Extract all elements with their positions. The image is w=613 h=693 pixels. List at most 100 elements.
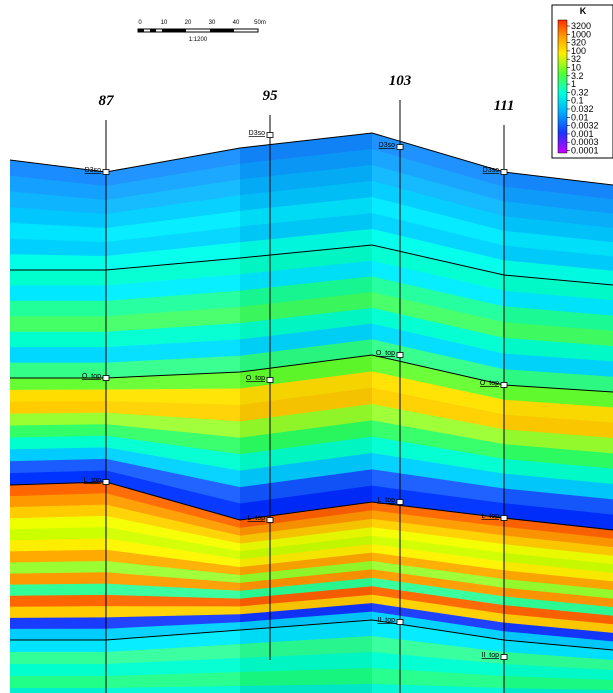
layer bbox=[372, 453, 504, 489]
layer bbox=[240, 652, 372, 673]
layer bbox=[10, 470, 106, 486]
layer bbox=[240, 181, 372, 212]
marker-label: L_top bbox=[247, 515, 265, 522]
layer bbox=[504, 216, 613, 243]
marker-label: O_top bbox=[246, 375, 265, 382]
layer bbox=[106, 594, 240, 607]
layer bbox=[504, 552, 613, 574]
layer bbox=[372, 165, 504, 217]
layer bbox=[372, 510, 504, 536]
well-name: 95 bbox=[263, 88, 279, 104]
legend-label: 10 bbox=[571, 63, 581, 73]
layer bbox=[504, 275, 613, 301]
layer bbox=[10, 238, 106, 257]
layer bbox=[106, 355, 240, 379]
layer bbox=[372, 355, 504, 401]
layer bbox=[106, 686, 240, 693]
layer bbox=[372, 245, 504, 292]
marker-label: O_top bbox=[82, 373, 101, 380]
layer bbox=[10, 362, 106, 379]
marker-label: L_top bbox=[377, 497, 395, 504]
layer bbox=[240, 371, 372, 406]
layer bbox=[372, 149, 504, 202]
well-marker bbox=[102, 169, 110, 175]
layer bbox=[10, 617, 106, 630]
layer bbox=[240, 387, 372, 422]
marker-label: O_top bbox=[376, 350, 395, 357]
layer bbox=[372, 544, 504, 571]
layer bbox=[240, 339, 372, 373]
legend-label: 0.1 bbox=[571, 96, 584, 106]
layer bbox=[372, 611, 504, 641]
scale-tick-label: 30 bbox=[209, 20, 216, 26]
layer bbox=[504, 544, 613, 565]
well-name: 111 bbox=[494, 98, 515, 114]
layer bbox=[10, 447, 106, 462]
layer bbox=[504, 230, 613, 257]
layer bbox=[372, 518, 504, 545]
layer bbox=[106, 482, 240, 529]
layer bbox=[504, 605, 613, 625]
layer bbox=[240, 133, 372, 165]
well-marker bbox=[396, 352, 404, 358]
horizon-line bbox=[10, 354, 613, 393]
legend-label: 1 bbox=[571, 79, 576, 89]
layer bbox=[240, 611, 372, 631]
layer bbox=[10, 515, 106, 530]
layer bbox=[504, 587, 613, 608]
layer bbox=[106, 179, 240, 215]
layer bbox=[10, 412, 106, 427]
layer bbox=[372, 485, 504, 519]
marker-label: D3so bbox=[379, 142, 395, 149]
layer bbox=[504, 429, 613, 454]
well-marker bbox=[102, 375, 110, 381]
layer bbox=[106, 412, 240, 439]
well-marker bbox=[102, 479, 110, 485]
layer bbox=[372, 552, 504, 580]
layer bbox=[106, 515, 240, 552]
layer bbox=[504, 399, 613, 424]
layer bbox=[504, 535, 613, 557]
layer bbox=[504, 561, 613, 582]
marker-label: L_top bbox=[83, 477, 101, 484]
legend-label: 0.0003 bbox=[571, 137, 599, 147]
layer bbox=[240, 561, 372, 584]
wells: 87 D3so O_top L_top 95 D3so O_top L_top 103 D3so O… bbox=[82, 73, 515, 693]
layer bbox=[240, 213, 372, 243]
marker-label: O_top bbox=[480, 380, 499, 387]
layer bbox=[10, 572, 106, 586]
layer bbox=[240, 636, 372, 659]
layer bbox=[10, 482, 106, 497]
well-name: 87 bbox=[99, 93, 115, 109]
scale-bar: 0 10 20 30 40 50m 1:1200 bbox=[137, 20, 266, 43]
layer bbox=[372, 307, 504, 355]
layer bbox=[10, 676, 106, 689]
layer bbox=[372, 181, 504, 232]
layer bbox=[372, 197, 504, 247]
layer bbox=[240, 544, 372, 568]
layer bbox=[372, 586, 504, 615]
layer bbox=[10, 389, 106, 403]
layer bbox=[10, 435, 106, 450]
layer bbox=[10, 606, 106, 619]
scale-tick-label: 20 bbox=[185, 20, 192, 26]
layer bbox=[504, 518, 613, 540]
layer bbox=[10, 688, 106, 693]
layer bbox=[504, 458, 613, 485]
horizon-line bbox=[9, 481, 613, 531]
legend-label: 0.32 bbox=[571, 87, 589, 97]
layer bbox=[106, 290, 240, 317]
layer bbox=[106, 306, 240, 333]
horizon-line bbox=[10, 244, 613, 286]
layer bbox=[504, 579, 613, 600]
layer bbox=[106, 672, 240, 689]
layer bbox=[504, 186, 613, 215]
layer bbox=[372, 260, 504, 307]
layer bbox=[372, 420, 504, 460]
layer bbox=[240, 276, 372, 308]
layer bbox=[10, 316, 106, 333]
layer bbox=[372, 229, 504, 276]
layer bbox=[240, 586, 372, 607]
layer bbox=[106, 622, 240, 641]
